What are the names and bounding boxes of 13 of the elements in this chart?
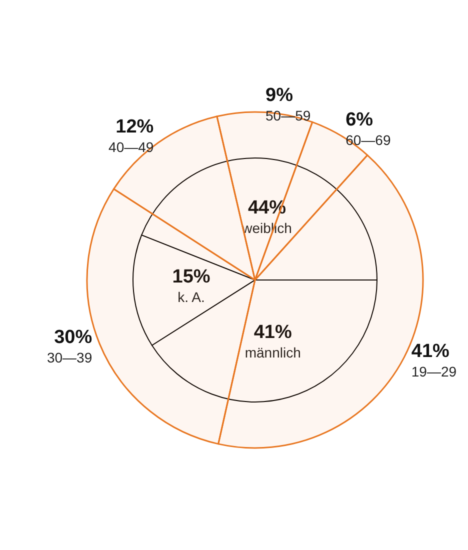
data-label: 41%: [254, 322, 292, 343]
data-label: 12%: [116, 116, 154, 138]
data-label: 6%: [346, 110, 374, 131]
data-label: 30%: [54, 327, 92, 348]
data-label: 15%: [172, 266, 210, 288]
data-label: 9%: [266, 84, 294, 106]
slice-label: männlich: [244, 344, 301, 360]
slice-label: 19—29: [411, 364, 457, 380]
slice-label: 40—49: [108, 139, 154, 156]
data-label: 41%: [411, 341, 450, 362]
slice-label: k. A.: [178, 289, 205, 306]
slice-label: 30—39: [46, 350, 92, 366]
slice-label: 60—69: [346, 132, 391, 148]
